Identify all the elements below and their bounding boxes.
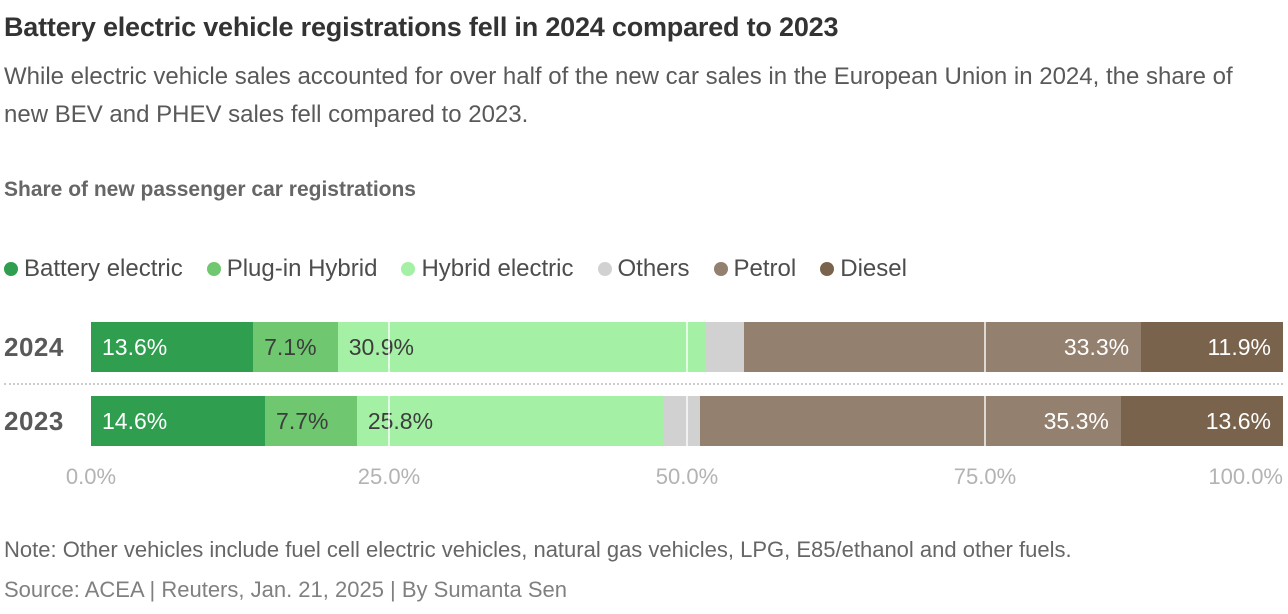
bar-segment-diesel: 11.9%: [1141, 322, 1283, 372]
legend-swatch-icon: [4, 262, 18, 276]
bar-segment-label: 7.7%: [276, 407, 329, 434]
legend-swatch-icon: [401, 262, 416, 276]
x-axis-tick-label: 50.0%: [655, 464, 719, 489]
bar-segment-others: [706, 322, 745, 372]
bar-row-label: 2023: [4, 405, 64, 436]
bar-segment-label: 35.3%: [1043, 407, 1109, 434]
legend-swatch-icon: [713, 262, 728, 276]
bar-row-2024: 2024 13.6% 7.1% 30.9% 33.3% 11.9%: [4, 322, 1283, 372]
legend-label: Diesel: [840, 255, 907, 282]
bar-segment-label: 25.8%: [367, 407, 434, 434]
white-gridline: [388, 396, 390, 446]
chart-section-title: Share of new passenger car registrations: [4, 178, 416, 201]
bar-segment-label: 13.6%: [1205, 407, 1271, 434]
bar-segment-hybrid-electric: 25.8%: [356, 396, 665, 446]
legend-item-plug-in-hybrid: Plug-in Hybrid: [206, 255, 378, 283]
x-axis-tick-label: 100.0%: [1208, 464, 1283, 489]
page-title: Battery electric vehicle registrations f…: [4, 12, 839, 42]
bar-2023: 14.6% 7.7% 25.8% 35.3% 13.6%: [91, 396, 1283, 446]
white-gridline: [686, 322, 688, 372]
x-axis: 0.0% 25.0% 50.0% 75.0% 100.0%: [66, 464, 1283, 492]
x-axis-tick-label: 75.0%: [953, 464, 1017, 489]
bar-segment-label: 14.6%: [102, 407, 168, 434]
white-gridline: [686, 396, 688, 446]
row-divider: [4, 383, 1283, 385]
bar-segment-diesel: 13.6%: [1120, 396, 1283, 446]
legend-swatch-icon: [206, 262, 221, 276]
legend-swatch-icon: [820, 262, 835, 276]
x-axis-tick-label: 25.0%: [357, 464, 421, 489]
legend-label: Hybrid electric: [421, 255, 574, 282]
chart-note: Note: Other vehicles include fuel cell e…: [4, 537, 1072, 562]
chart-source: Source: ACEA | Reuters, Jan. 21, 2025 | …: [4, 577, 567, 602]
bar-segment-label: 30.9%: [348, 333, 414, 360]
bar-segment-label: 13.6%: [102, 333, 168, 360]
bar-segment-label: 33.3%: [1063, 333, 1130, 360]
chart-legend: Battery electric Plug-in Hybrid Hybrid e…: [4, 254, 1283, 284]
bar-segment-plug-in-hybrid: 7.7%: [265, 396, 357, 446]
bar-segment-petrol: 35.3%: [700, 396, 1121, 446]
x-axis-tick-label: 0.0%: [65, 464, 117, 489]
bar-segment-petrol: 33.3%: [744, 322, 1142, 372]
bar-row-label: 2024: [4, 331, 64, 362]
legend-item-diesel: Diesel: [820, 255, 907, 283]
white-gridline: [984, 322, 986, 372]
legend-item-hybrid-electric: Hybrid electric: [401, 255, 574, 283]
bar-segment-plug-in-hybrid: 7.1%: [253, 322, 338, 372]
bar-segment-hybrid-electric: 30.9%: [337, 322, 707, 372]
bar-row-2023: 2023 14.6% 7.7% 25.8% 35.3% 13.6%: [4, 396, 1283, 446]
bar-segment-label: 7.1%: [264, 333, 317, 360]
legend-swatch-icon: [597, 262, 612, 276]
bar-segment-battery-electric: 13.6%: [91, 322, 254, 372]
stacked-bar-chart: 2024 13.6% 7.1% 30.9% 33.3% 11.9% 2023 14.6%…: [4, 322, 1283, 492]
legend-item-petrol: Petrol: [713, 255, 797, 283]
bar-segment-battery-electric: 14.6%: [91, 396, 266, 446]
bar-segment-label: 11.9%: [1207, 333, 1271, 360]
legend-label: Plug-in Hybrid: [226, 255, 378, 282]
page-subtitle: While electric vehicle sales accounted f…: [4, 63, 1233, 128]
bar-segment-others: [664, 396, 701, 446]
legend-label: Battery electric: [24, 255, 183, 282]
legend-label: Others: [617, 255, 690, 282]
bar-2024: 13.6% 7.1% 30.9% 33.3% 11.9%: [91, 322, 1283, 372]
legend-item-others: Others: [597, 255, 690, 283]
legend-item-battery-electric: Battery electric: [4, 255, 183, 283]
white-gridline: [388, 322, 390, 372]
legend-label: Petrol: [733, 255, 797, 282]
white-gridline: [984, 396, 986, 446]
